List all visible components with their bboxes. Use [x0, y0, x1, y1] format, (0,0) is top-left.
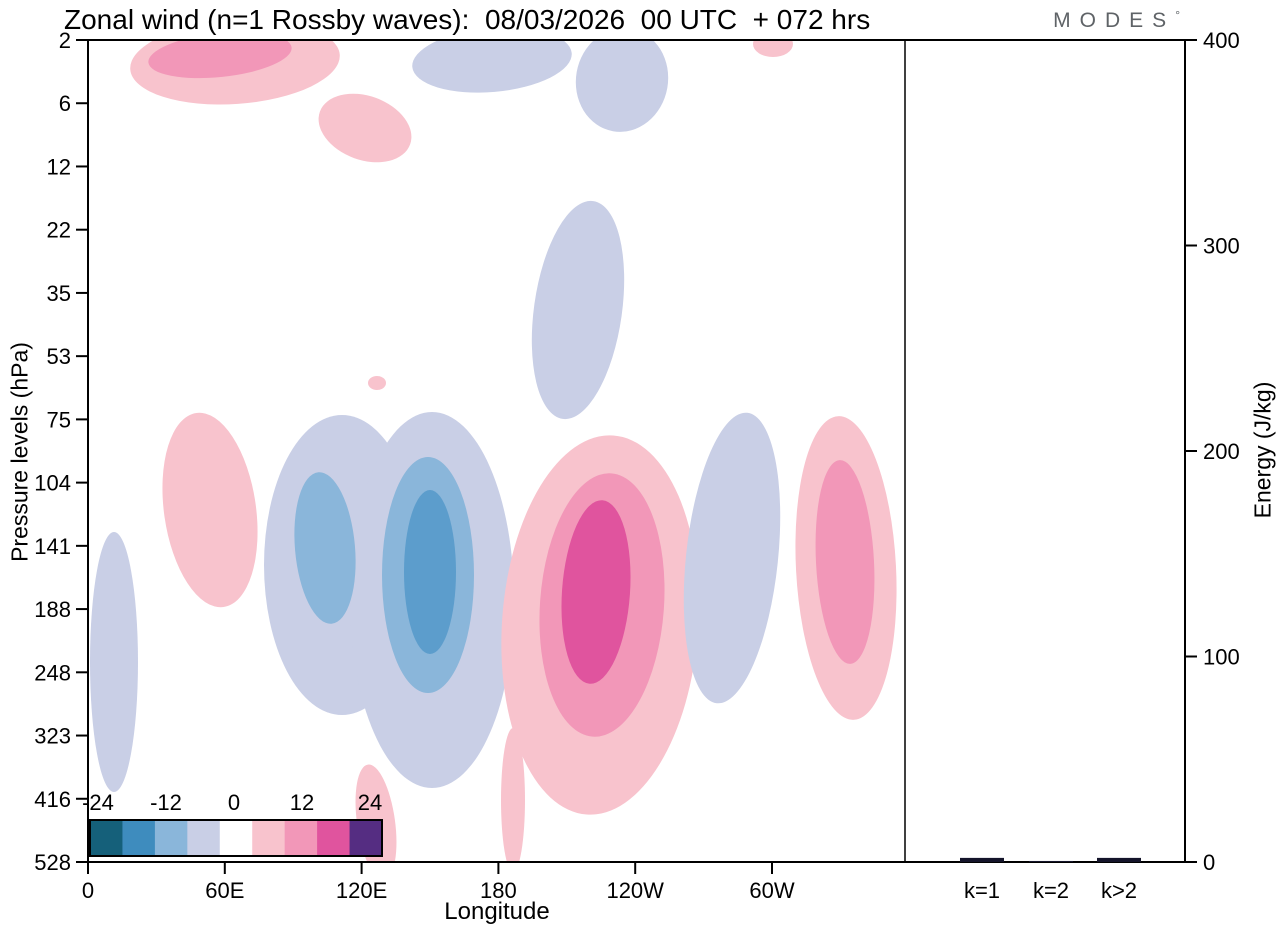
svg-text:k>2: k>2: [1101, 878, 1137, 903]
svg-text:53: 53: [47, 344, 71, 369]
chart-title: Zonal wind (n=1 Rossby waves): 08/03/202…: [64, 4, 871, 35]
colorbar: -24 -12 0 12 24: [82, 790, 383, 857]
svg-text:60E: 60E: [205, 878, 244, 903]
svg-text:188: 188: [34, 597, 71, 622]
svg-text:12: 12: [290, 790, 314, 815]
svg-text:75: 75: [47, 407, 71, 432]
svg-text:528: 528: [34, 850, 71, 875]
svg-text:12: 12: [47, 154, 71, 179]
svg-text:60W: 60W: [749, 878, 794, 903]
energy-axis-label: Energy (J/kg): [1249, 381, 1276, 519]
svg-text:-24: -24: [82, 790, 114, 815]
svg-text:120E: 120E: [336, 878, 387, 903]
svg-text:141: 141: [34, 534, 71, 559]
energy-ticks: 0 100 200 300 400: [1185, 28, 1240, 875]
svg-text:35: 35: [47, 281, 71, 306]
modes-logo: MODES°: [1053, 8, 1180, 33]
svg-text:400: 400: [1203, 28, 1240, 53]
longitude-ticks: 0 60E 120E 180 120W 60W: [82, 862, 795, 903]
svg-text:6: 6: [59, 91, 71, 116]
pressure-ticks: 2 6 12 22 35 53 75 104 141 188 248 323 416 528: [34, 28, 88, 875]
svg-text:120W: 120W: [606, 878, 664, 903]
svg-text:0: 0: [1203, 850, 1215, 875]
contour-field: [90, 40, 897, 862]
svg-text:24: 24: [358, 790, 382, 815]
svg-text:323: 323: [34, 724, 71, 749]
svg-text:k=1: k=1: [964, 878, 1000, 903]
svg-text:180: 180: [480, 878, 517, 903]
svg-text:200: 200: [1203, 439, 1240, 464]
svg-text:0: 0: [228, 790, 240, 815]
modes-logo-text: MODES: [1053, 9, 1176, 32]
pressure-axis-label: Pressure levels (hPa): [6, 342, 33, 562]
svg-text:104: 104: [34, 471, 71, 496]
modes-logo-degree: °: [1175, 8, 1180, 22]
svg-text:-12: -12: [150, 790, 182, 815]
svg-text:2: 2: [59, 28, 71, 53]
svg-text:416: 416: [34, 787, 71, 812]
svg-text:100: 100: [1203, 645, 1240, 670]
svg-text:22: 22: [47, 218, 71, 243]
svg-text:300: 300: [1203, 234, 1240, 259]
longitude-axis-label: Longitude: [444, 898, 550, 925]
energy-bars: k=1 k=2 k>2: [960, 857, 1141, 903]
svg-text:248: 248: [34, 660, 71, 685]
svg-text:k=2: k=2: [1033, 878, 1069, 903]
svg-text:0: 0: [82, 878, 94, 903]
